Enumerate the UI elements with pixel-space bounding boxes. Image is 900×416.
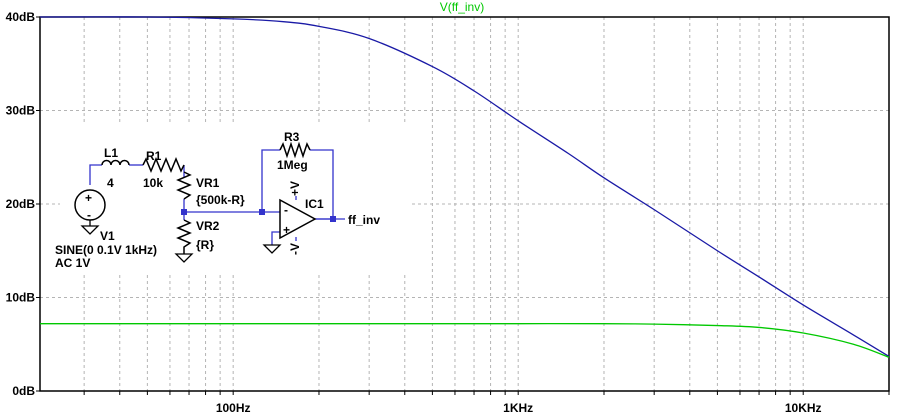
resistor-r3-symbol[interactable] bbox=[279, 141, 311, 159]
ground-icon bbox=[174, 253, 194, 263]
opamp-ic1-symbol[interactable] bbox=[279, 198, 317, 240]
r3-value: 1Meg bbox=[277, 158, 308, 172]
vr2-value: {R} bbox=[196, 238, 214, 252]
inductor-l1-symbol[interactable] bbox=[101, 159, 130, 166]
vneg-label: -V bbox=[288, 243, 302, 255]
output-label: ff_inv bbox=[348, 213, 380, 227]
ground-icon bbox=[80, 225, 100, 235]
vr2-name: VR2 bbox=[196, 219, 220, 233]
plot-frame bbox=[39, 16, 890, 392]
schematic-backdrop bbox=[60, 125, 410, 275]
y-tick-label: 0dB bbox=[12, 384, 35, 398]
v1-ac: AC 1V bbox=[55, 256, 90, 270]
r3-name: R3 bbox=[284, 130, 300, 144]
resistor-vr1-symbol[interactable] bbox=[176, 171, 192, 200]
y-tick-label: 20dB bbox=[6, 197, 36, 211]
y-tick-label: 40dB bbox=[6, 10, 36, 24]
ground-icon bbox=[262, 244, 282, 254]
series-line-2[interactable] bbox=[40, 322, 890, 358]
ic1-name: IC1 bbox=[305, 197, 324, 211]
v1-value: SINE(0 0.1V 1kHz) bbox=[55, 243, 157, 257]
x-tick-label: 10KHz bbox=[785, 401, 822, 415]
opamp-minus-sign: - bbox=[284, 203, 288, 217]
y-tick-label: 30dB bbox=[6, 104, 36, 118]
node-dot bbox=[259, 209, 265, 215]
node-dot bbox=[181, 209, 187, 215]
l1-value: 4 bbox=[107, 176, 114, 190]
x-tick-label: 100Hz bbox=[216, 401, 251, 415]
x-tick-label: 1KHz bbox=[503, 401, 533, 415]
schematic-wires bbox=[89, 149, 345, 245]
r1-value: 10k bbox=[143, 176, 163, 190]
traces bbox=[39, 16, 890, 358]
trace-title[interactable]: V(ff_inv) bbox=[440, 0, 484, 14]
r1-name: R1 bbox=[146, 149, 162, 163]
circuit-schematic: L1 4 R1 10k VR1 {500k-R} VR2 {R} R3 1Meg… bbox=[55, 125, 410, 275]
vpos-label: +V bbox=[288, 181, 302, 196]
axis-ticks: 0dB 10dB 20dB 30dB 40dB 100Hz 1KHz 10KHz bbox=[6, 10, 890, 415]
v1-plus-sign: + bbox=[85, 191, 92, 205]
series-line-1[interactable] bbox=[39, 16, 890, 357]
v1-name: V1 bbox=[100, 229, 115, 243]
opamp-plus-sign: + bbox=[283, 223, 290, 237]
resistor-vr2-symbol[interactable] bbox=[176, 219, 192, 254]
node-dot bbox=[330, 216, 336, 222]
vr1-value: {500k-R} bbox=[196, 193, 245, 207]
vr1-name: VR1 bbox=[196, 176, 220, 190]
y-tick-label: 10dB bbox=[6, 291, 36, 305]
v1-minus-sign: - bbox=[87, 208, 91, 222]
l1-name: L1 bbox=[104, 146, 118, 160]
resistor-r1-symbol[interactable] bbox=[142, 157, 185, 173]
